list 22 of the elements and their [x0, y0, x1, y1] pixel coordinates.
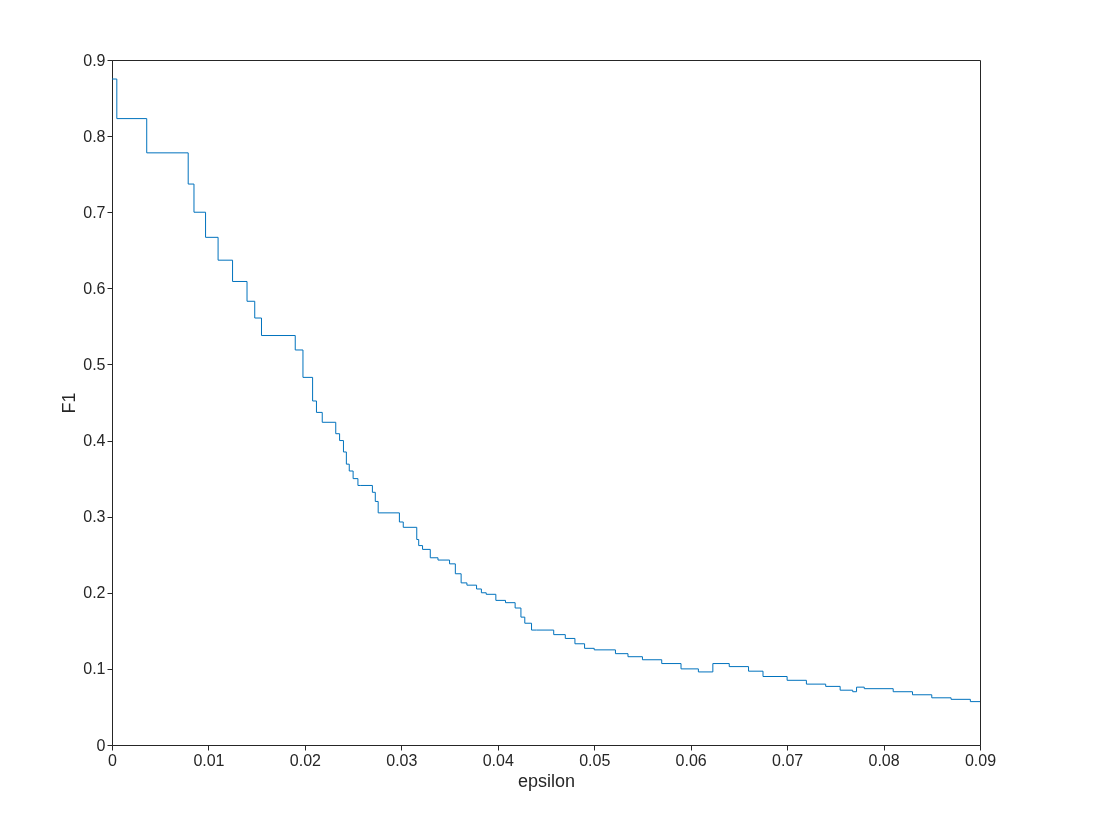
x-tick-label: 0.05 [579, 751, 611, 769]
y-tick-label: 0.5 [83, 355, 106, 373]
y-tick-label: 0 [96, 736, 106, 754]
y-axis-title: F1 [59, 392, 80, 414]
y-tick-label: 0.3 [83, 508, 106, 526]
x-tick-label: 0.01 [193, 751, 225, 769]
y-tick-label: 0.1 [83, 660, 106, 678]
y-tick-label: 0.7 [83, 203, 106, 221]
x-tick-label: 0.06 [675, 751, 707, 769]
x-tick-label: 0.04 [482, 751, 514, 769]
y-tick-label: 0.4 [83, 432, 106, 450]
x-tick-label: 0.08 [868, 751, 900, 769]
y-tick-label: 0.9 [83, 51, 106, 69]
y-tick-label: 0.2 [83, 584, 106, 602]
x-tick-label: 0.02 [289, 751, 322, 769]
y-tick-label: 0.8 [83, 127, 106, 145]
x-tick-label: 0.07 [772, 751, 804, 769]
y-tick-label: 0.6 [83, 279, 106, 297]
x-tick-label: 0.09 [964, 751, 997, 769]
x-tick-label: 0 [108, 751, 118, 769]
x-tick-label: 0.03 [386, 751, 418, 769]
x-axis-title: epsilon [517, 770, 576, 791]
